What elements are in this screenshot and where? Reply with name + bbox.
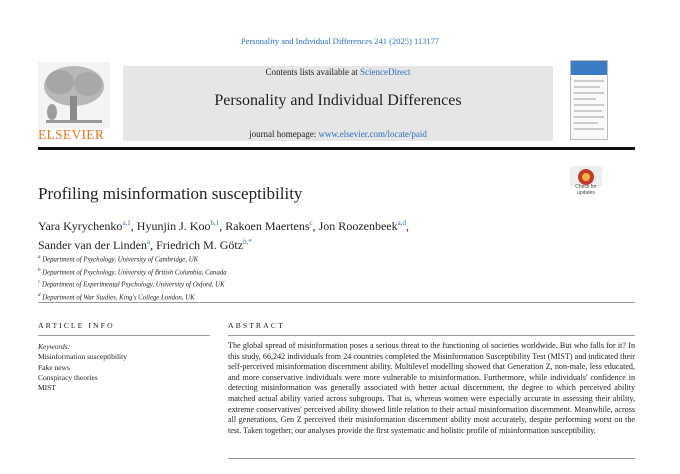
homepage-prefix: journal homepage: [249,129,317,139]
author: Rakoen Maertensc, [225,219,315,233]
author: Friedrich M. Götzb,* [156,238,252,252]
info-rule [38,335,210,336]
author-affiliation-marks[interactable]: c [309,219,313,227]
author-affiliation-marks[interactable]: b,1 [210,219,220,227]
author-affiliation-marks[interactable]: b,* [243,238,252,246]
homepage-link[interactable]: www.elsevier.com/locate/paid [318,129,427,139]
author: Hyunjin J. Koob,1, [137,219,222,233]
author-separator: , [312,219,316,233]
affiliation-letter: d [38,292,41,298]
journal-citation[interactable]: Personality and Individual Differences 2… [240,36,440,46]
author-name[interactable]: Rakoen Maertens [225,219,310,233]
author: Sander van der Lindena, [38,238,153,252]
journal-header-band [123,66,553,141]
author-name[interactable]: Hyunjin J. Koo [136,219,211,233]
journal-name: Personality and Individual Differences [214,92,462,109]
abstract-heading: ABSTRACT [228,321,285,330]
affiliation-letter: a [38,255,41,260]
affiliation-letter: c [38,280,41,286]
journal-cover[interactable] [570,60,608,140]
keyword: Conspiracy theories [38,372,98,382]
affiliation: c Department of Experimental Psychology,… [38,278,227,291]
author-affiliation-marks[interactable]: a [146,238,151,246]
affiliation: a Department of Psychology, University o… [38,253,227,266]
author: Yara Kyrychenkoa,1, [38,219,134,233]
author-name[interactable]: Yara Kyrychenko [38,219,123,233]
elsevier-tree-logo [38,62,110,128]
affiliation-text: Department of Psychology, University of … [42,268,227,276]
bottom-rule [228,458,635,459]
affiliation: d Department of War Studies, King's Coll… [38,291,227,304]
publisher-name: ELSEVIER [38,127,105,142]
abstract-text: The global spread of misinformation pose… [228,341,635,435]
check-updates-label[interactable]: Check for updates [575,184,597,196]
keyword: MIST [38,383,56,393]
keywords-block: Keywords: Misinformation susceptibility F… [38,342,127,393]
affiliation-letter: b [38,267,41,273]
author-separator: , [405,219,409,233]
sciencedirect-link[interactable]: ScienceDirect [360,67,411,77]
author: Jon Roozenbeeka,d, [319,219,409,233]
affiliation: b Department of Psychology, University o… [38,266,227,279]
abstract-rule [228,335,635,336]
author-affiliation-marks[interactable]: a,1 [122,219,131,227]
affiliation-text: Department of Experimental Psychology, U… [41,281,225,289]
affiliation-text: Department of War Studies, King's Colleg… [42,293,195,301]
author-separator: , [150,238,154,252]
keyword: Fake news [38,362,70,372]
affiliation-text: Department of Psychology, University of … [42,256,199,264]
article-title: Profiling misinformation susceptibility [38,184,303,203]
article-info-heading: ARTICLE INFO [38,321,115,330]
author-name[interactable]: Sander van der Linden [38,238,147,252]
check-updates-icon[interactable] [570,166,602,186]
author-name[interactable]: Friedrich M. Götz [156,238,244,252]
keywords-label: Keywords: [38,342,71,351]
affiliation-list: a Department of Psychology, University o… [38,253,227,303]
homepage-line: journal homepage: www.elsevier.com/locat… [123,129,553,139]
author-affiliation-marks[interactable]: a,d [397,219,406,227]
author-separator: , [219,219,223,233]
author-separator: , [130,219,134,233]
keyword: Misinformation susceptibility [38,352,127,362]
author-name[interactable]: Jon Roozenbeek [318,219,398,233]
contents-prefix: Contents lists available at [265,67,358,77]
author-list: Yara Kyrychenkoa,1, Hyunjin J. Koob,1, R… [38,215,518,253]
header-rule [38,147,635,150]
section-rule [38,302,635,303]
contents-line: Contents lists available at ScienceDirec… [123,67,553,77]
